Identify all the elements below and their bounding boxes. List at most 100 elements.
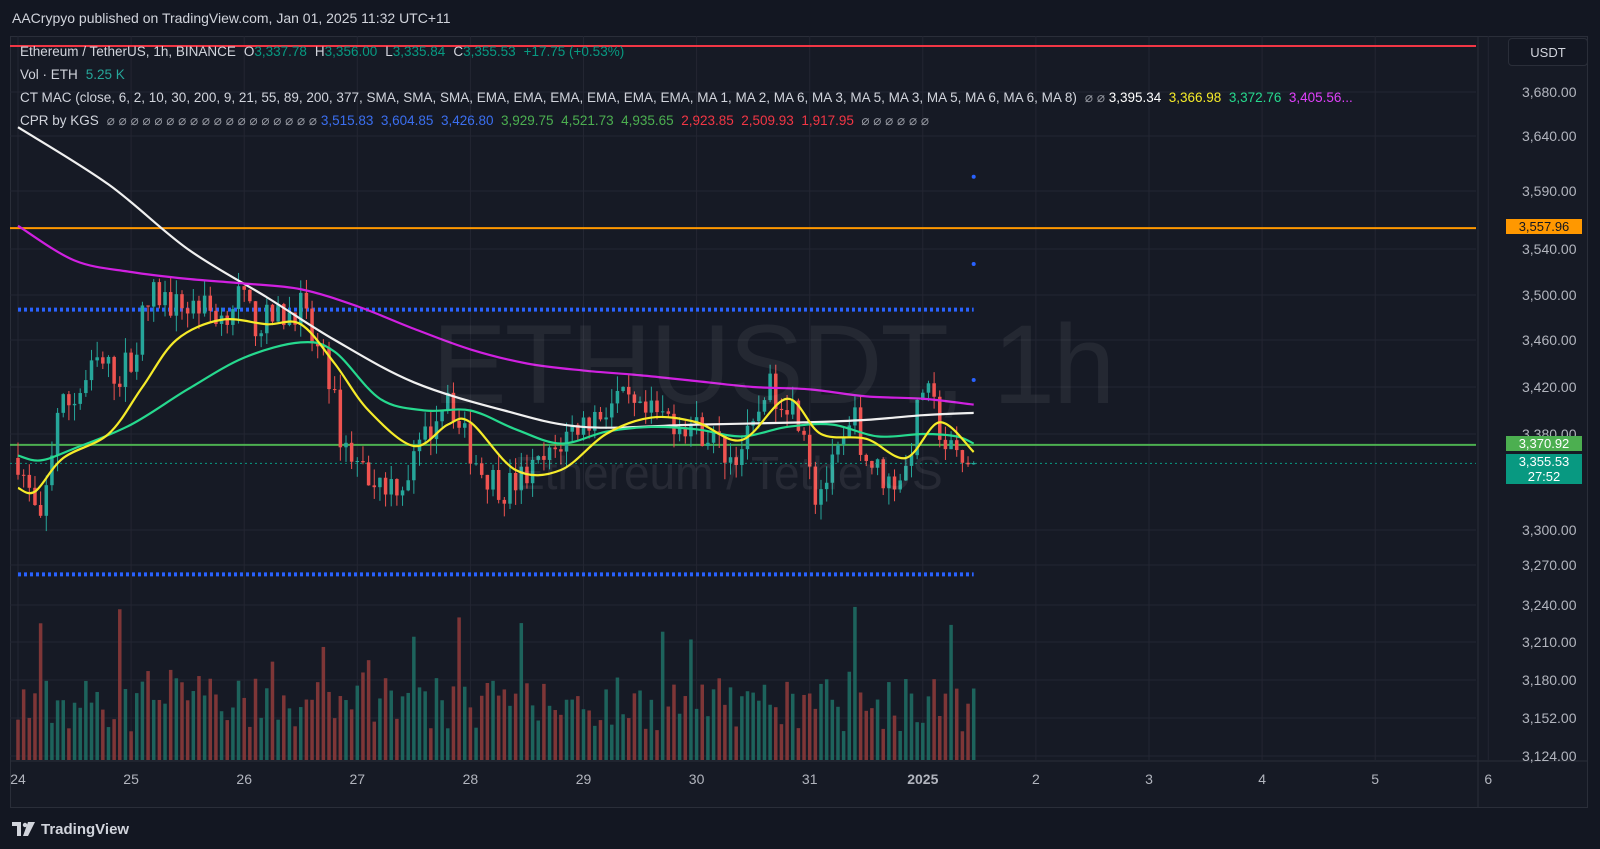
time-tick-label: 2 bbox=[1032, 771, 1040, 787]
candle-body bbox=[174, 294, 179, 316]
volume-bar bbox=[943, 693, 948, 760]
candle-body bbox=[315, 343, 320, 347]
null-value-icon: ⌀ bbox=[908, 113, 921, 128]
candle-body bbox=[332, 389, 337, 391]
candle-body bbox=[513, 472, 518, 491]
volume-bar bbox=[366, 660, 371, 760]
price-tick-label: 3,152.00 bbox=[1522, 710, 1577, 726]
volume-bar bbox=[101, 709, 105, 760]
null-value-icon: ⌀ bbox=[920, 113, 929, 128]
price-tick-label: 3,590.00 bbox=[1522, 183, 1577, 199]
volume-bar bbox=[298, 707, 303, 760]
candle-body bbox=[632, 394, 637, 403]
volume-bar bbox=[457, 617, 461, 760]
candle-body bbox=[208, 295, 213, 311]
candle-body bbox=[954, 440, 959, 451]
volume-bar bbox=[508, 705, 512, 760]
candle-body bbox=[101, 357, 105, 364]
legend-symbol-row[interactable]: Ethereum / TetherUS, 1h, BINANCE O 3,337… bbox=[20, 40, 1360, 63]
candle-body bbox=[151, 282, 156, 307]
volume-bar bbox=[830, 699, 835, 760]
volume-bar bbox=[89, 702, 94, 760]
ma-line bbox=[17, 318, 975, 495]
candle-body bbox=[389, 479, 393, 495]
volume-bar bbox=[282, 695, 286, 760]
volume-bar bbox=[146, 671, 150, 760]
volume-bar bbox=[259, 717, 263, 760]
volume-bar bbox=[315, 682, 320, 760]
candle-body bbox=[943, 439, 948, 450]
volume-bar bbox=[954, 688, 959, 760]
candle-body bbox=[38, 505, 43, 516]
volume-bar bbox=[446, 728, 450, 760]
cpr-dot bbox=[971, 261, 976, 266]
volume-bar bbox=[208, 678, 213, 760]
legend-volume-row[interactable]: Vol · ETH 5.25 K bbox=[20, 63, 1360, 86]
volume-bar bbox=[429, 728, 433, 760]
candle-body bbox=[293, 312, 297, 325]
volume-bar bbox=[378, 698, 382, 760]
volume-bar bbox=[349, 709, 354, 760]
candle-body bbox=[881, 459, 885, 489]
null-value-icon: ⌀ bbox=[190, 113, 202, 128]
legend-vol-label: Vol · ETH bbox=[20, 67, 78, 82]
volume-bar bbox=[395, 718, 399, 760]
time-tick-label: 5 bbox=[1371, 771, 1379, 787]
axes: 3,680.00 3,640.00 3,590.00 3,540.00 3,500.00… bbox=[10, 36, 1588, 808]
price-chart[interactable]: 3,680.00 3,640.00 3,590.00 3,540.00 3,500.00… bbox=[10, 36, 1588, 808]
volume-bar bbox=[858, 692, 863, 760]
candle-body bbox=[327, 347, 331, 390]
candle-body bbox=[915, 399, 919, 456]
legend-ctmac-row[interactable]: CT MAC (close, 6, 2, 10, 30, 200, 9, 21,… bbox=[20, 86, 1360, 109]
price-tick-label: 3,540.00 bbox=[1522, 241, 1577, 257]
volume-bar bbox=[67, 728, 71, 760]
volume-bar bbox=[921, 722, 925, 760]
volume-bar bbox=[887, 682, 891, 760]
candle-body bbox=[491, 469, 495, 490]
volume-bar bbox=[332, 718, 337, 760]
time-tick-label: 27 bbox=[350, 771, 366, 787]
volume-bar bbox=[762, 684, 767, 760]
candle-body bbox=[604, 417, 608, 420]
volume-bar bbox=[604, 689, 608, 760]
candle-body bbox=[547, 447, 552, 460]
volume-bar bbox=[118, 609, 122, 760]
cpr-value-2: 3,426.80 bbox=[440, 113, 501, 128]
candle-body bbox=[553, 447, 557, 450]
publisher-text: AACrypyo published on TradingView.com, J… bbox=[12, 10, 451, 26]
candle-body bbox=[864, 454, 869, 461]
candle-body bbox=[734, 457, 738, 465]
footer-brand-text: TradingView bbox=[41, 820, 130, 838]
legend-cpr-row[interactable]: CPR by KGS ⌀ ⌀ ⌀ ⌀ ⌀ ⌀ ⌀ ⌀ ⌀ ⌀ ⌀ ⌀ ⌀ ⌀ ⌀… bbox=[20, 109, 1360, 132]
time-tick-label: 26 bbox=[236, 771, 252, 787]
volume-bar bbox=[16, 719, 20, 760]
volume-bar bbox=[400, 696, 405, 760]
volume-bar bbox=[151, 699, 156, 760]
candle-body bbox=[84, 380, 88, 394]
candle-body bbox=[78, 393, 82, 404]
volume-bars bbox=[16, 606, 976, 760]
candle-body bbox=[530, 459, 535, 484]
currency-button[interactable]: USDT bbox=[1508, 38, 1588, 66]
candle-body bbox=[706, 442, 710, 447]
volume-bar bbox=[949, 624, 953, 760]
volume-bar bbox=[519, 623, 524, 760]
volume-bar bbox=[790, 693, 795, 760]
time-tick-label: 28 bbox=[463, 771, 479, 787]
time-tick-label: 29 bbox=[576, 771, 592, 787]
price-tick-label: 3,500.00 bbox=[1522, 287, 1577, 303]
candle-body bbox=[383, 477, 388, 495]
volume-bar bbox=[751, 692, 755, 760]
candle-body bbox=[790, 400, 795, 415]
time-tick-label: 30 bbox=[689, 771, 705, 787]
volume-bar bbox=[140, 681, 145, 760]
time-tick-label: 2025 bbox=[907, 771, 938, 787]
volume-bar bbox=[938, 716, 942, 760]
volume-bar bbox=[881, 728, 885, 760]
volume-bar bbox=[214, 694, 218, 760]
candle-body bbox=[621, 386, 625, 391]
volume-bar bbox=[904, 679, 908, 760]
footer-brand[interactable]: TradingView bbox=[12, 818, 129, 840]
cpr-value-8: 1,917.95 bbox=[801, 113, 862, 128]
candle-body bbox=[270, 304, 275, 322]
